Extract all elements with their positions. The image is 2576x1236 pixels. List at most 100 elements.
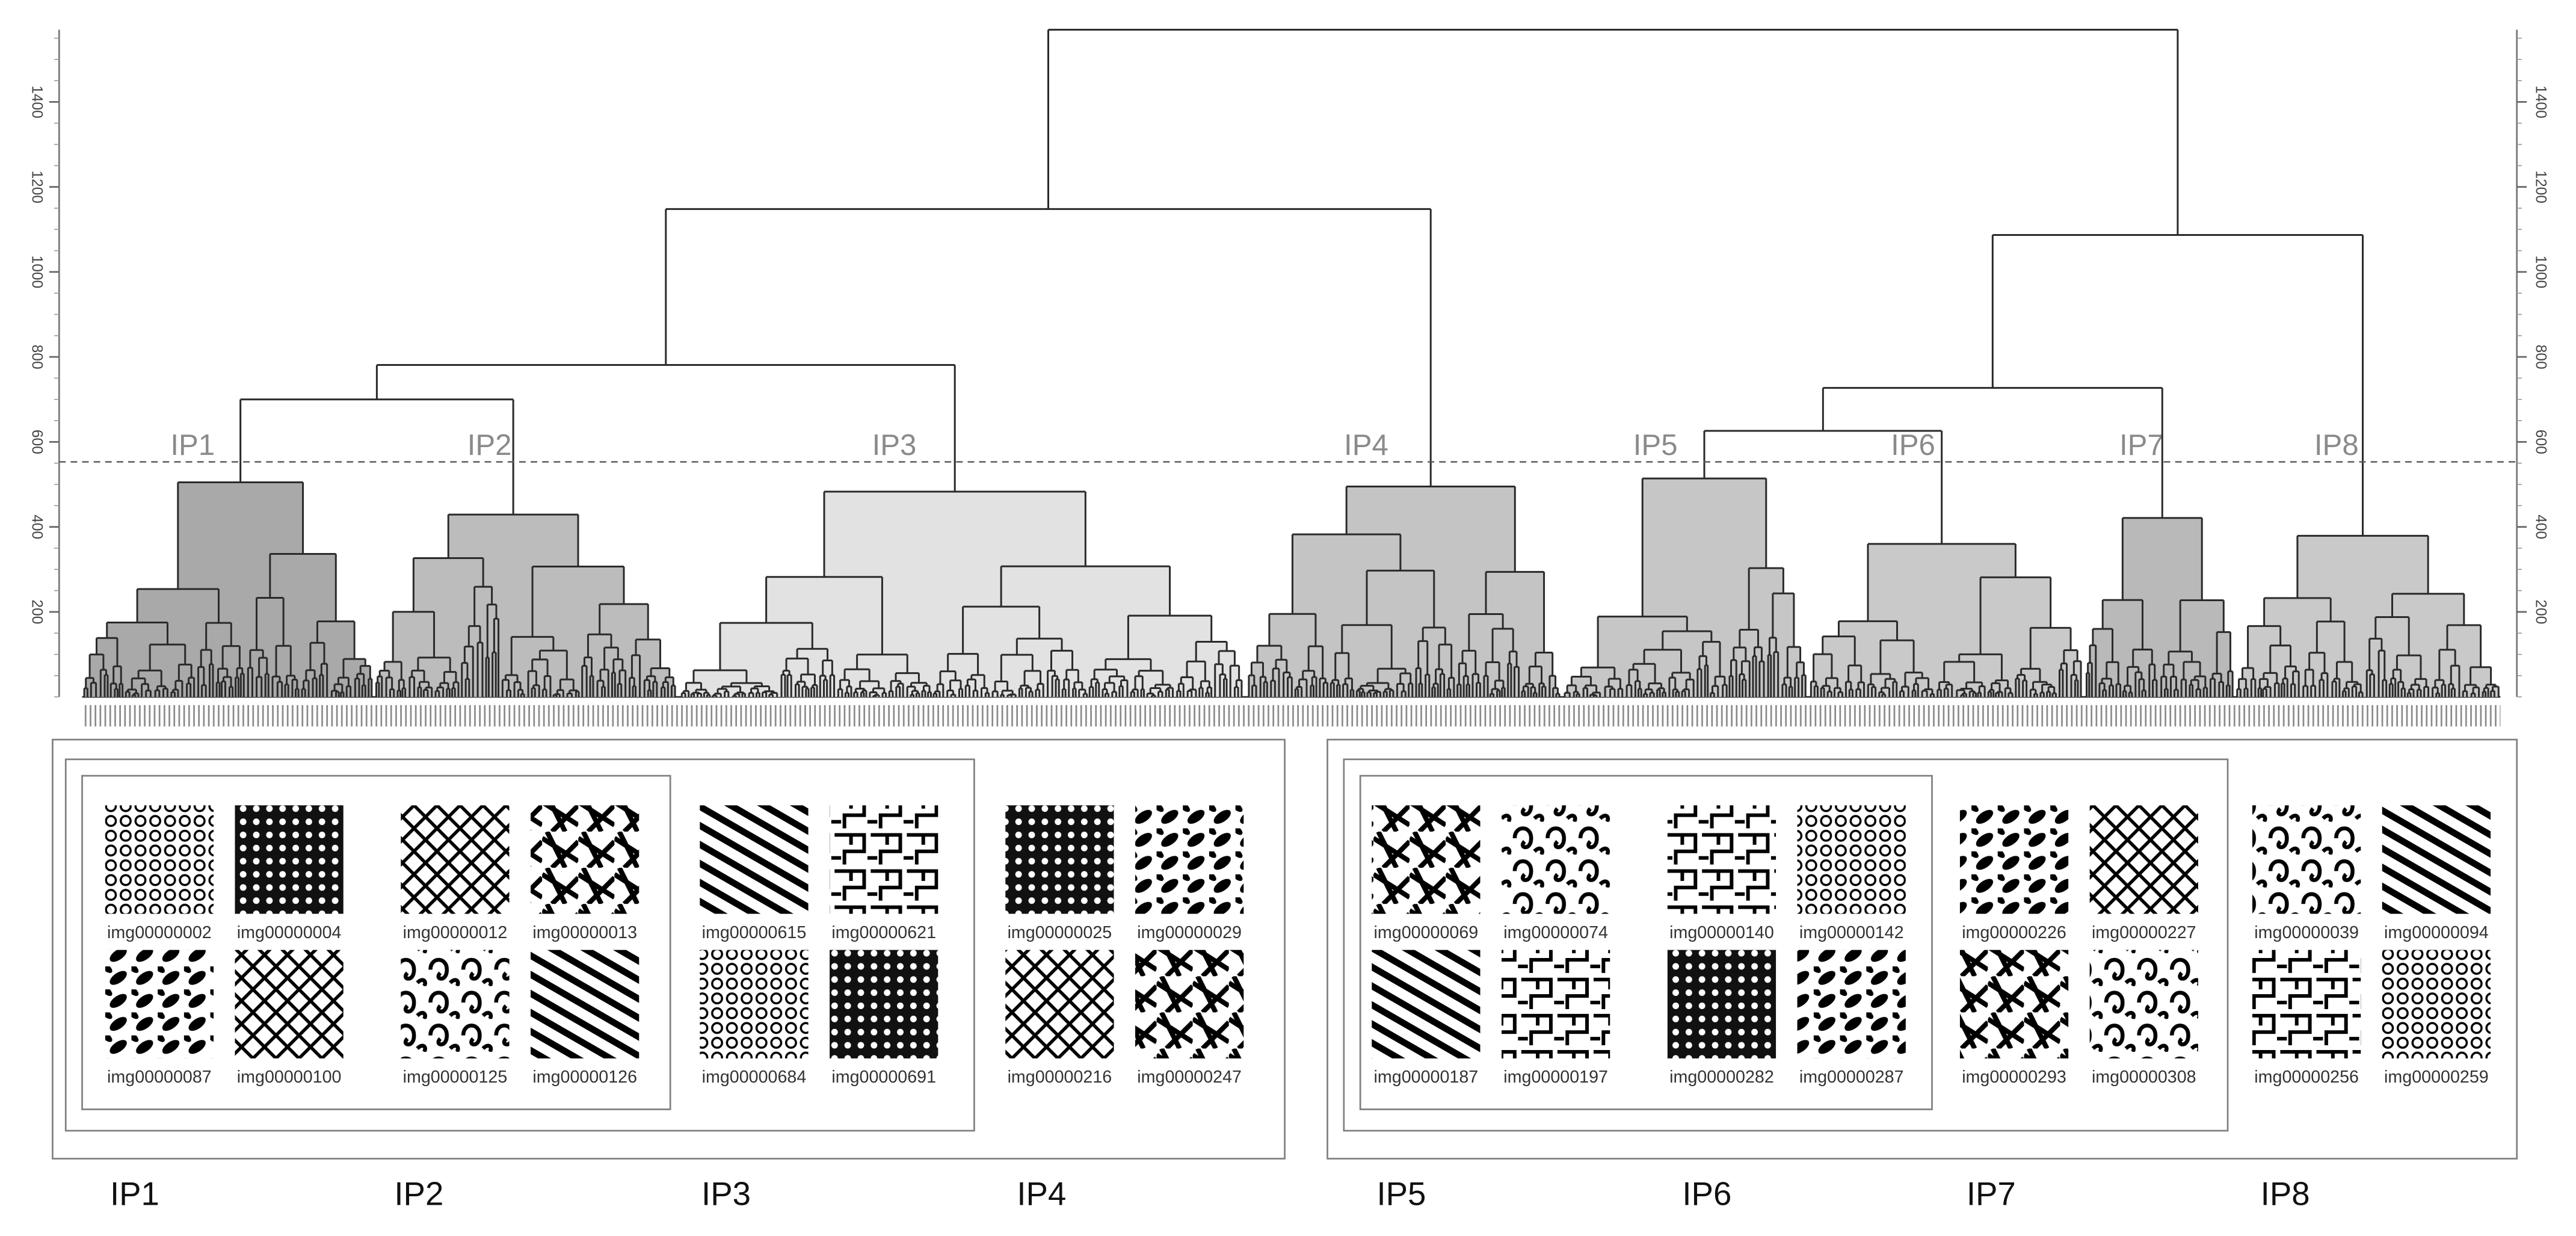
subcluster-area [1912, 690, 1915, 697]
subcluster-area [1533, 693, 1537, 697]
subcluster-area [1287, 677, 1292, 697]
subcluster-area [648, 690, 651, 697]
subcluster-area [265, 673, 269, 697]
texture-image [1797, 805, 1906, 914]
subcluster-area [1988, 691, 1991, 697]
subcluster-area [2319, 679, 2324, 697]
subcluster-area [1375, 691, 1381, 697]
subcluster-area [2139, 679, 2144, 697]
subcluster-area [756, 693, 760, 697]
subcluster-area [2471, 693, 2475, 697]
y-tick-label: 1400 [2532, 85, 2548, 119]
subcluster-area [2442, 684, 2445, 697]
subcluster-area [486, 657, 489, 697]
y-tick-label: 600 [2532, 430, 2548, 454]
subcluster-area [1502, 687, 1505, 697]
image-caption: img00000308 [2092, 1068, 2196, 1087]
subcluster-area [461, 663, 468, 697]
subcluster-area [742, 693, 745, 697]
subcluster-area [295, 688, 299, 697]
subcluster-area [1310, 685, 1314, 697]
subcluster-area [2123, 691, 2126, 697]
subcluster-area [838, 689, 842, 697]
subcluster-area [1522, 691, 1525, 697]
subcluster-area [590, 676, 593, 697]
subcluster-area [1491, 689, 1499, 697]
subcluster-area [830, 675, 834, 697]
subcluster-area [2204, 687, 2207, 697]
subcluster-area [229, 687, 233, 697]
group-label: IP2 [394, 1176, 443, 1213]
texture-image [700, 950, 809, 1058]
subcluster-area [682, 693, 686, 697]
subcluster-area [2311, 685, 2316, 697]
subcluster-area [2171, 676, 2177, 697]
subcluster-area [2040, 692, 2044, 697]
subcluster-area [1440, 673, 1444, 697]
subcluster-area [1234, 687, 1239, 697]
subcluster-area [1902, 687, 1909, 697]
image-caption: img00000287 [1799, 1068, 1904, 1087]
subcluster-area [100, 670, 106, 697]
y-tick-label: 1200 [2532, 170, 2548, 203]
subcluster-area [1508, 663, 1511, 697]
subcluster-area [1834, 688, 1841, 697]
subcluster-area [2052, 693, 2056, 697]
subcluster-area [811, 687, 815, 697]
subcluster-area [2424, 687, 2429, 697]
subcluster-area [2352, 686, 2356, 697]
subcluster-area [1699, 656, 1707, 697]
subcluster-area [1296, 687, 1302, 697]
subcluster-area [1064, 679, 1069, 697]
subcluster-area [1973, 693, 1976, 697]
subcluster-area [1416, 668, 1421, 697]
subcluster-area [2473, 687, 2479, 697]
subcluster-area [1332, 680, 1339, 697]
subcluster-area [959, 688, 963, 697]
subcluster-area [2322, 673, 2328, 697]
subcluster-area [1956, 690, 1965, 697]
subcluster-area [889, 691, 893, 697]
y-tick-label: 200 [29, 599, 45, 624]
subcluster-area [237, 668, 242, 697]
subcluster-area [1079, 689, 1085, 697]
subcluster-area [2089, 645, 2096, 697]
subcluster-area [425, 687, 432, 697]
subcluster-area [1979, 686, 1985, 697]
subcluster-area [1425, 675, 1429, 697]
subcluster-area [1357, 690, 1360, 697]
subcluster-area [771, 693, 777, 697]
subcluster-area [186, 683, 191, 697]
subcluster-area [2005, 688, 2011, 697]
subcluster-area [2075, 680, 2078, 697]
subcluster-area [2030, 690, 2036, 697]
subcluster-area [806, 688, 809, 697]
subcluster-area [2382, 680, 2386, 697]
subcluster-area [1026, 687, 1031, 697]
subcluster-area [114, 688, 118, 697]
subcluster-area [783, 670, 790, 697]
subcluster-area [1179, 684, 1184, 697]
texture-image [531, 950, 639, 1058]
image-caption: img00000293 [1962, 1068, 2066, 1087]
subcluster-area [1402, 691, 1406, 697]
subcluster-area [1838, 692, 1843, 697]
subcluster-area [533, 685, 540, 697]
image-caption: img00000087 [107, 1068, 212, 1087]
texture-image [401, 950, 510, 1058]
subcluster-area [1435, 669, 1443, 697]
subcluster-area [1207, 687, 1212, 697]
subcluster-area [1037, 684, 1044, 697]
group-label: IP4 [1017, 1176, 1066, 1213]
subcluster-area [319, 675, 323, 697]
subcluster-area [1658, 688, 1665, 697]
subcluster-area [985, 693, 989, 697]
subcluster-area [2152, 679, 2157, 697]
subcluster-area [762, 692, 766, 697]
subcluster-area [973, 690, 978, 697]
subcluster-area [313, 678, 317, 697]
subcluster-area [2408, 693, 2411, 697]
subcluster-area [248, 667, 253, 697]
subcluster-area [1669, 678, 1675, 697]
